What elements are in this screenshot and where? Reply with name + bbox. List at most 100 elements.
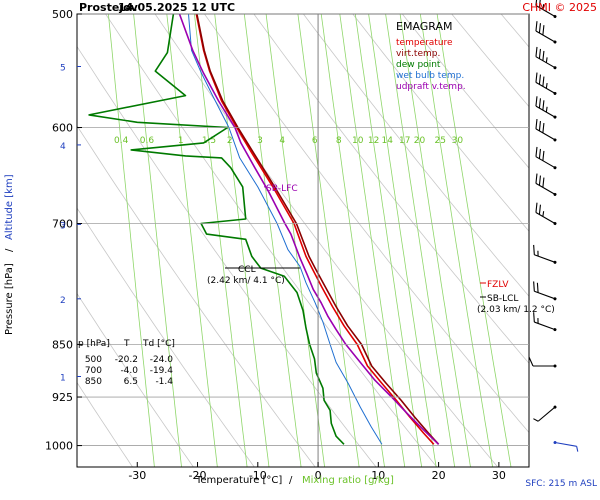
barb-half-feather [542,211,545,217]
mixing-ratio-line [214,14,270,467]
barb-half-feather [537,250,539,257]
wind-barb [535,46,557,70]
barb-feather [535,202,538,213]
wind-barb [535,96,557,119]
wind-barb [535,72,557,95]
barb-staff [535,156,556,169]
barb-dot [553,222,557,225]
mixing-ratio-label: 1 [178,136,184,146]
barb-feather [542,100,545,111]
barb-staff [534,321,556,331]
legend-item-virt-temp: virt.temp. [396,49,440,59]
barb-dot [553,40,557,44]
pressure-tick-label: 500 [52,8,73,21]
mixing-ratio-label: 2 [227,136,233,146]
mixing-ratio-line [320,14,385,467]
barb-staff [535,105,556,118]
wind-barb [535,0,557,18]
barb-feather [535,0,538,6]
pressure-tick-label: 925 [52,391,73,404]
barb-staff [537,406,556,422]
series-lines [88,14,440,445]
barb-dot [553,166,557,170]
temperature-tick-label: -20 [189,469,207,482]
mixing-ratio-line [419,14,494,467]
dry-adiabat [551,14,600,470]
legend-item-temperature: temperature [396,38,453,48]
mixing-ratio-label: 20 [414,136,426,146]
surface-elevation: SFC: 215 m ASL [525,479,597,489]
barb-half-feather [545,106,548,113]
mixing-ratio-label: 17 [399,136,410,146]
barb-feather [535,21,538,32]
x-axis-label-temperature: Temperature [°C] [195,475,282,486]
barb-dot [553,328,557,332]
barb-feather [533,312,535,323]
barb-feather [535,96,538,107]
mixing-ratio-label: 10 [352,136,364,146]
wind-barb [553,441,579,452]
wind-barbs [528,0,579,452]
mixing-ratio-label: 14 [381,136,393,146]
wind-barb [533,312,557,332]
series-line-dew_point [88,14,345,445]
barb-dot [553,138,557,142]
barb-feather [535,173,538,184]
legend-item-dew-point: dew point [396,60,441,70]
mixing-ratio-line [243,14,302,467]
mixing-ratio-line [297,14,360,467]
mixing-ratio-line [265,14,326,467]
barb-half-feather [537,318,539,324]
legend-item-updraft: udpraft v.temp. [396,82,466,92]
barb-feather [538,0,541,8]
barb-feather [542,123,545,133]
table-header: p [hPa] [78,339,110,349]
mixing-ratio-line [339,14,406,467]
barb-staff [535,30,556,43]
barb-feather [535,146,538,157]
dry-adiabat [204,14,529,434]
barb-feather [538,121,541,131]
barb-feather [538,204,541,215]
copyright: CHMI © 2025 [522,1,597,14]
mixing-ratio-line [166,14,218,467]
dry-adiabat [500,14,529,48]
temperature-tick-label: -30 [128,469,146,482]
dry-adiabat [77,381,134,467]
barb-feather [533,244,535,255]
table-cell: -4.0 [120,366,138,376]
altitude-tick-label: 3 [60,221,66,231]
series-line-temperature [195,14,435,445]
mixing-ratio-label: 0.6 [140,136,155,146]
y-axis-label-pressure: Pressure [hPa] [4,263,15,335]
dry-adiabat [77,125,316,467]
barb-feather [542,50,545,61]
altitude-tick-label: 1 [60,374,66,384]
table-cell: 850 [85,377,102,387]
barb-half-feather [533,418,539,422]
pressure-tick-label: 1000 [45,440,73,453]
barb-dot [553,260,557,264]
mixing-ratio-label: 3 [257,136,263,146]
temperature-tick-label: 30 [492,469,506,482]
altitude-tick-label: 2 [60,296,66,306]
barb-staff [535,56,556,69]
temperature-tick-label: -10 [249,469,267,482]
barb-dot [553,297,557,301]
x-axis-label-mixing: Mixing ratio [g/kg] [302,475,394,486]
dry-adiabat [303,14,529,297]
temperature-tick-label: 0 [315,469,322,482]
datetime: 14.05.2025 12 UTC [118,1,235,14]
temperature-tick-label: 20 [432,469,446,482]
barb-half-feather [545,82,548,89]
series-line-wet_bulb [188,14,383,445]
barb-feather [535,72,538,83]
wind-barb [535,173,557,196]
barb-feather [542,150,545,161]
mixing-ratio-line [108,14,155,467]
table-cell: -19.4 [150,366,174,376]
x-axis-label-separator: / [289,475,293,486]
table-cell: 500 [85,355,102,365]
